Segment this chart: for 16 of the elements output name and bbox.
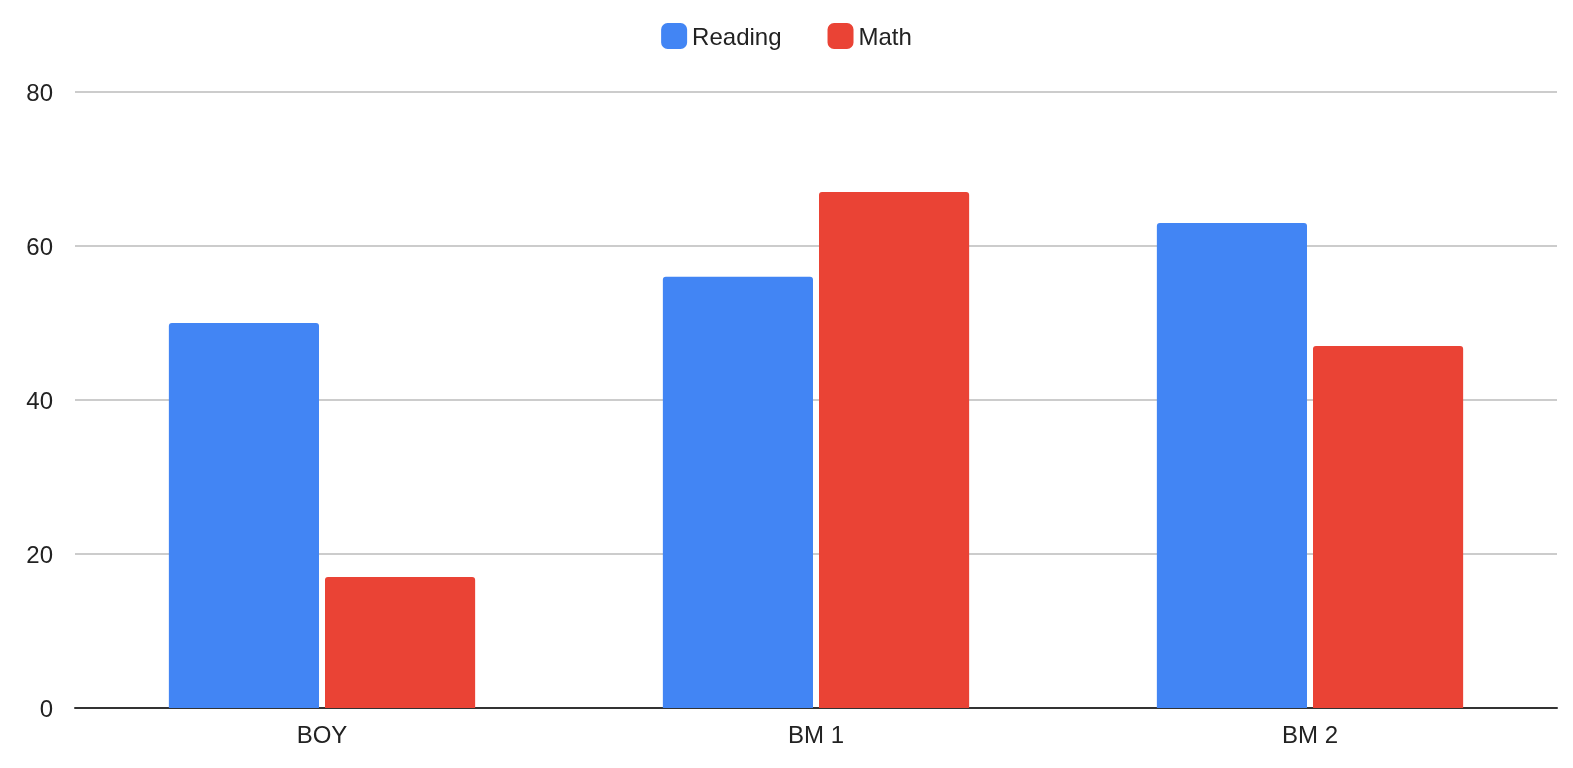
legend-label: Reading <box>692 22 782 50</box>
y-tick-label: 20 <box>26 540 53 568</box>
y-tick-label: 60 <box>26 232 53 260</box>
y-tick-label: 80 <box>26 78 53 106</box>
bar <box>662 276 813 708</box>
bar <box>1156 222 1307 708</box>
bar <box>325 577 476 708</box>
bar <box>819 192 970 708</box>
x-tick-label: BM 1 <box>787 720 845 748</box>
legend-label: Math <box>858 22 912 50</box>
x-tick-label: BOY <box>296 720 348 748</box>
y-tick-label: 0 <box>39 694 53 722</box>
x-tick-label: BM 2 <box>1281 720 1339 748</box>
bar <box>1313 346 1464 708</box>
y-tick-label: 40 <box>26 386 53 414</box>
bar <box>168 323 319 708</box>
